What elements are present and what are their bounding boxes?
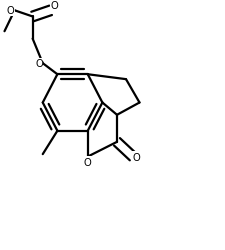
- Text: O: O: [133, 152, 140, 162]
- Text: O: O: [84, 157, 92, 167]
- Text: O: O: [7, 6, 15, 16]
- Text: O: O: [35, 59, 43, 69]
- Text: O: O: [51, 1, 58, 11]
